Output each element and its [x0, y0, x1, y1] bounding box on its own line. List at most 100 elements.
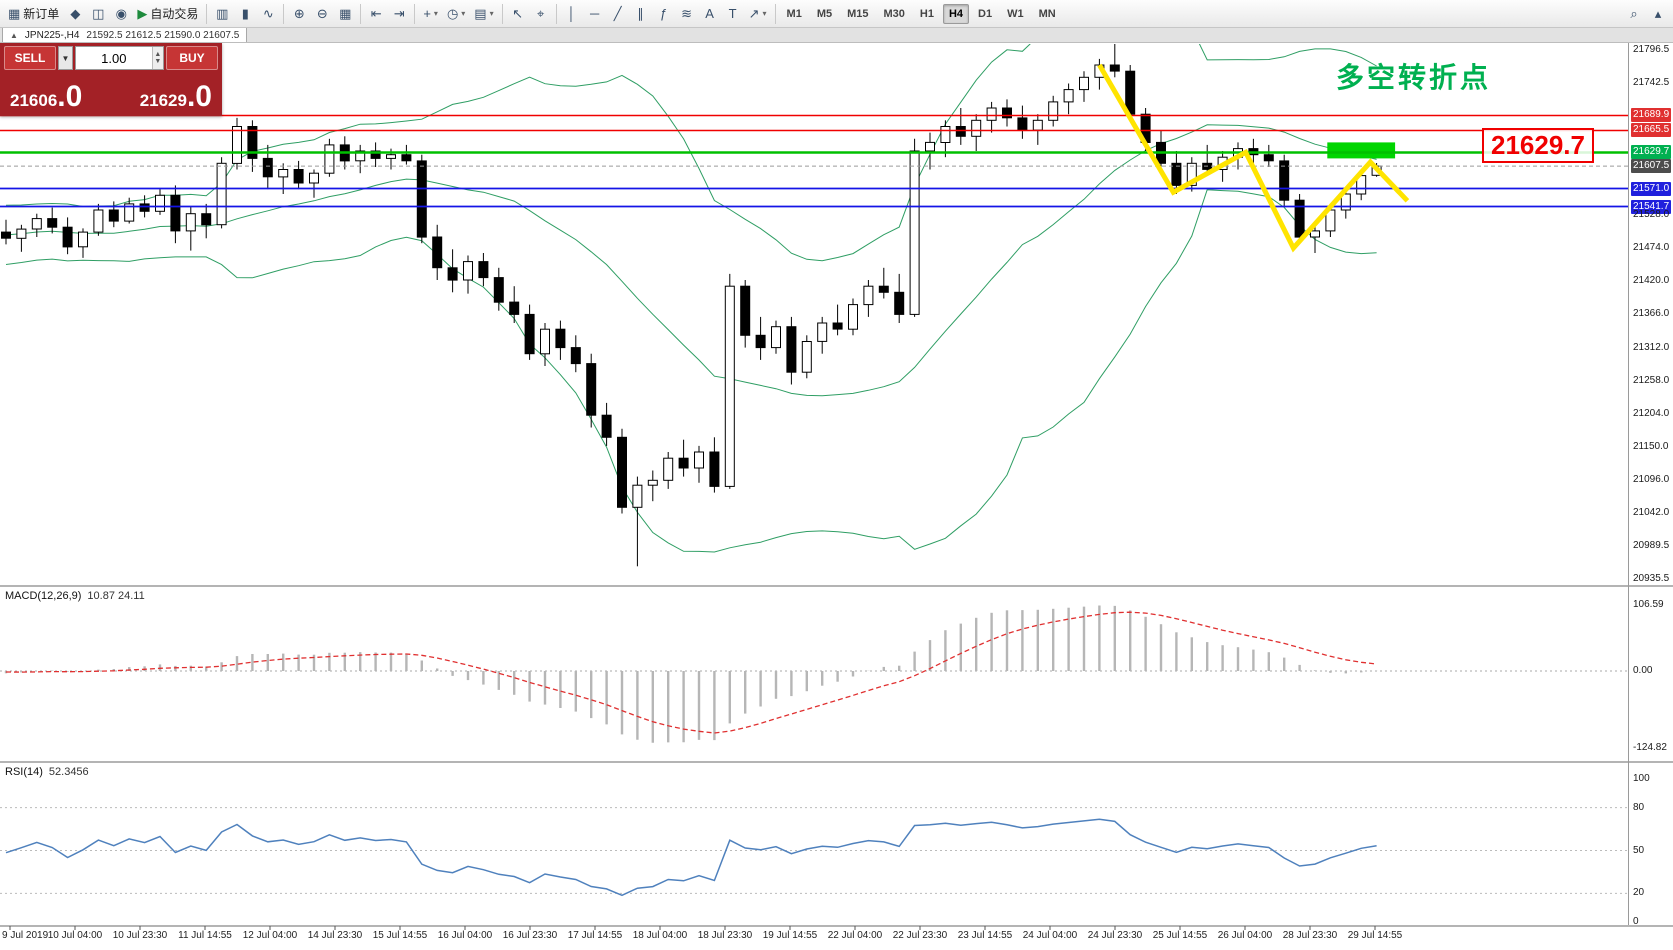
axis-label: 21366.0 [1633, 308, 1670, 319]
text-icon[interactable]: A [699, 3, 721, 25]
axis-label: 80 [1633, 802, 1645, 813]
time-axis[interactable]: 9 Jul 2019 10 Jul 04:00 10 Jul 23:30 11 Jul… [0, 930, 1628, 948]
time-axis-label: 26 Jul 04:00 [1217, 930, 1273, 941]
cursor-icon[interactable]: ↖ [507, 3, 529, 25]
tile-windows-icon[interactable]: ▦ [334, 3, 356, 25]
fibonacci-icon[interactable]: ƒ [653, 3, 675, 25]
volume-input[interactable] [76, 47, 152, 69]
navigator-icon[interactable]: ◉ [110, 3, 132, 25]
timeframe-h4-button[interactable]: H4 [942, 3, 970, 24]
axis-label: 21204.0 [1633, 408, 1670, 419]
axis-label: 20989.5 [1633, 540, 1670, 551]
timeframe-h1-button[interactable]: H1 [919, 7, 934, 20]
chart-tab-strip: ▲ JPN225-,H4 21592.5 21612.5 21590.0 216… [0, 27, 1673, 43]
axis-label: 50 [1633, 845, 1645, 856]
auto-scroll-icon[interactable]: ⇤ [365, 3, 387, 25]
one-click-trading-panel: SELL ▼ ▲ ▼ BUY 21606.0 21629.0 [0, 43, 222, 116]
time-axis-label: 28 Jul 23:30 [1282, 930, 1338, 941]
main-toolbar: ▦ 新订单 ◆ ◫ ◉ ▶ 自动交易 ▥ ▮ ∿ ⊕ ⊖ ▦ ⇤ ⇥ + ▾ ◷ ▾ ▤ ▾ ↖ ⌖ │ ─ ╱ ∥ ƒ ≋ A T ↗ ▾ M1… [0, 0, 1673, 28]
sell-price: 21606.0 [10, 80, 83, 113]
horizontal-line-icon: ─ [590, 6, 600, 21]
periods-icon[interactable]: ◷ ▾ [446, 5, 466, 21]
periods-icon: ◷ [446, 5, 459, 21]
fibonacci-icon: ƒ [659, 6, 668, 21]
axis-label: -124.82 [1633, 742, 1667, 753]
axis-label: 0 [1633, 916, 1639, 927]
price-tag: 21689.9 [1631, 108, 1672, 122]
price-axis[interactable]: 21796.5 21742.5 21689.9 21665.5 21629.7 21607… [1630, 0, 1673, 950]
templates-icon[interactable]: ▤ ▾ [474, 5, 494, 21]
time-axis-label: 9 Jul 2019 [2, 930, 49, 941]
time-axis-label: 11 Jul 14:55 [178, 930, 232, 941]
candlestick-chart-icon: ▮ [241, 5, 249, 21]
arrow-objects-icon[interactable]: ↗ ▾ [748, 5, 767, 21]
candlestick-chart-icon[interactable]: ▮ [234, 3, 256, 25]
time-axis-label: 10 Jul 23:30 [112, 930, 168, 941]
chart-window-icon[interactable]: ◫ [87, 3, 109, 25]
search-icon[interactable]: ⌕ [1623, 3, 1645, 25]
timeframe-w1-button[interactable]: W1 [1007, 7, 1024, 20]
bar-chart-icon[interactable]: ▥ [211, 3, 233, 25]
line-chart-icon: ∿ [262, 5, 274, 21]
vertical-line-icon[interactable]: │ [561, 3, 583, 25]
auto-trading-button[interactable]: ▶ 自动交易 [137, 5, 199, 22]
timeframe-d1-button[interactable]: D1 [978, 7, 993, 20]
horizontal-line-icon[interactable]: ─ [584, 3, 606, 25]
axis-label: 0.00 [1633, 665, 1653, 676]
axis-label: 100 [1633, 773, 1650, 784]
line-chart-icon[interactable]: ∿ [257, 3, 279, 25]
price-tag: 21571.0 [1631, 182, 1672, 196]
axis-label: 21096.0 [1633, 474, 1670, 485]
timeframe-m15-button[interactable]: M15 [847, 7, 869, 20]
crosshair-icon[interactable]: ⌖ [530, 3, 552, 25]
indicators-icon[interactable]: + ▾ [423, 6, 438, 21]
rsi-pane [0, 807, 1628, 897]
time-axis-label: 18 Jul 23:30 [697, 930, 753, 941]
volume-dropdown[interactable]: ▼ [58, 46, 73, 70]
vertical-line-icon: │ [567, 6, 576, 21]
time-axis-label: 16 Jul 23:30 [502, 930, 558, 941]
macd-pane [0, 605, 1628, 743]
buy-button[interactable]: BUY [166, 46, 218, 70]
text-label-icon[interactable]: T [722, 3, 744, 25]
chart-shift-icon[interactable]: ⇥ [388, 3, 410, 25]
zoom-in-icon[interactable]: ⊕ [288, 3, 310, 25]
time-axis-label: 22 Jul 04:00 [827, 930, 883, 941]
trendline-icon[interactable]: ╱ [607, 3, 629, 25]
time-axis-label: 23 Jul 14:55 [957, 930, 1013, 941]
volume-down-icon[interactable]: ▼ [154, 58, 162, 65]
axis-label: 21042.0 [1633, 507, 1670, 518]
axis-label: 21420.0 [1633, 275, 1670, 286]
text-icon: A [705, 6, 714, 21]
sell-button[interactable]: SELL [4, 46, 56, 70]
new-order-button[interactable]: ▦ 新订单 [8, 5, 60, 22]
chart-window-icon: ◫ [92, 5, 105, 21]
indicators-icon: + [423, 6, 431, 21]
timeframe-m5-button[interactable]: M5 [816, 7, 833, 20]
search-icon: ⌕ [1630, 5, 1638, 21]
channel-icon: ∥ [637, 5, 644, 21]
waves-icon[interactable]: ≋ [676, 3, 698, 25]
chart-symbol: JPN225-,H4 [24, 29, 80, 41]
time-axis-label: 24 Jul 04:00 [1022, 930, 1078, 941]
toolbar-divider [206, 3, 208, 24]
axis-label: 21528.0 [1633, 209, 1670, 220]
time-axis-label: 17 Jul 14:55 [567, 930, 623, 941]
channel-icon[interactable]: ∥ [630, 3, 652, 25]
zoom-out-icon[interactable]: ⊖ [311, 3, 333, 25]
crosshair-icon: ⌖ [536, 5, 545, 21]
axis-label: 20935.5 [1633, 573, 1670, 584]
quotes-icon[interactable]: ◆ [64, 3, 86, 25]
timeframe-m1-button[interactable]: M1 [786, 7, 802, 20]
timeframe-m30-button[interactable]: M30 [883, 7, 905, 20]
volume-up-icon[interactable]: ▲ [154, 51, 162, 58]
axis-label: 21312.0 [1633, 342, 1670, 353]
time-axis-label: 10 Jul 04:00 [47, 930, 103, 941]
axis-label: 21796.5 [1633, 44, 1670, 55]
chart-tab[interactable]: ▲ JPN225-,H4 21592.5 21612.5 21590.0 216… [2, 27, 248, 42]
collapse-toolbar-icon[interactable]: ▴ [1647, 3, 1669, 25]
timeframe-mn-button[interactable]: MN [1038, 7, 1056, 20]
time-axis-label: 24 Jul 23:30 [1087, 930, 1143, 941]
price-tag: 21541.7 [1631, 200, 1672, 214]
